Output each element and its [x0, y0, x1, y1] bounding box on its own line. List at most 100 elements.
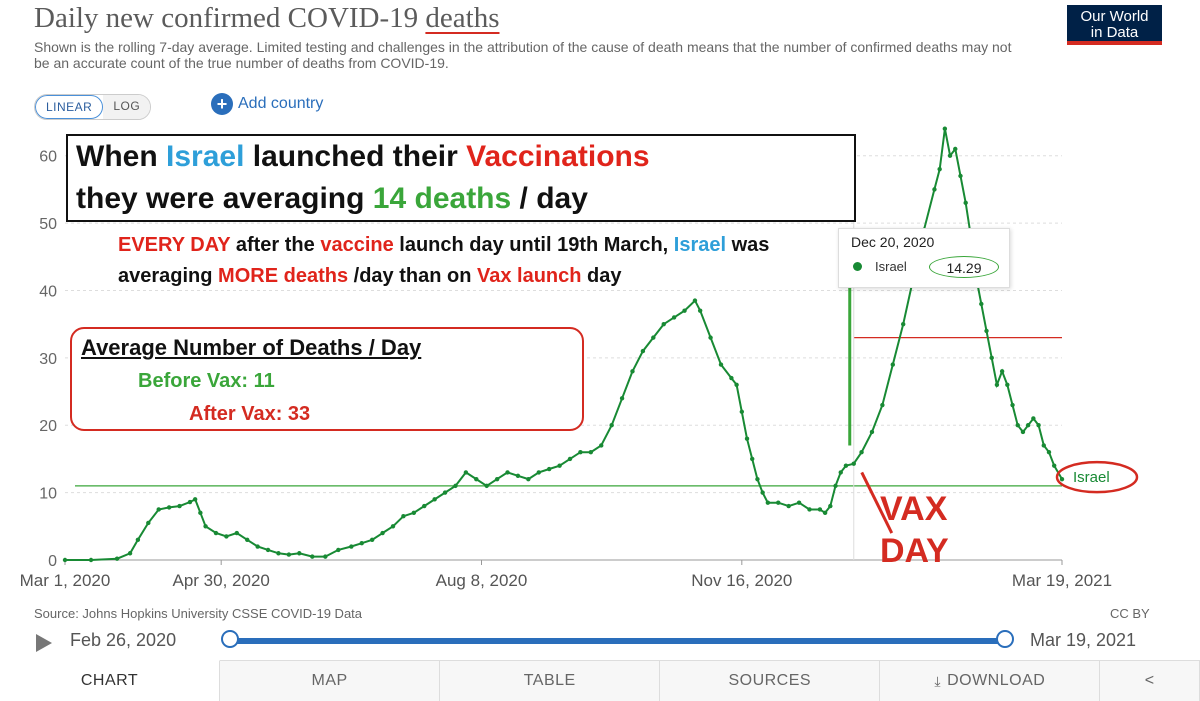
- data-point: [843, 463, 849, 468]
- data-point: [796, 500, 802, 505]
- y-tick-label: 10: [39, 486, 57, 503]
- data-point: [692, 298, 698, 303]
- data-point: [177, 503, 182, 509]
- data-point: [718, 362, 724, 367]
- data-point: [942, 126, 948, 131]
- data-point: [963, 200, 968, 206]
- data-point: [1041, 443, 1046, 448]
- tooltip-date: Dec 20, 2020: [851, 234, 935, 250]
- data-point: [135, 537, 141, 542]
- data-point: [765, 500, 771, 505]
- ann-vax-launch: Vax launch: [476, 265, 582, 287]
- data-point: [349, 544, 354, 549]
- tooltip-country: Israel: [875, 259, 907, 274]
- download-icon: ⤓: [934, 672, 942, 689]
- data-point: [474, 476, 479, 482]
- data-point: [453, 483, 458, 489]
- data-point: [755, 476, 760, 482]
- data-point: [994, 382, 1000, 387]
- timeline-end-date: Mar 19, 2021: [1030, 630, 1137, 650]
- linear-scale-button[interactable]: LINEAR: [35, 95, 104, 119]
- x-tick-label: Mar 19, 2021: [1012, 571, 1112, 590]
- vax-day-line-2: DAY: [880, 532, 949, 570]
- play-icon[interactable]: [36, 634, 52, 652]
- data-point: [166, 505, 172, 510]
- timeline-start-handle[interactable]: [221, 630, 239, 648]
- y-tick-label: 0: [48, 553, 57, 570]
- ann-text: launch day until 19th March,: [393, 234, 674, 256]
- data-point: [958, 173, 963, 179]
- tab-label: MAP: [311, 672, 348, 689]
- ann-text: after the: [230, 234, 321, 256]
- data-point: [979, 301, 984, 307]
- data-point: [984, 328, 989, 334]
- series-end-label: Israel: [1073, 469, 1110, 486]
- data-point: [880, 402, 885, 408]
- log-scale-button[interactable]: LOG: [103, 95, 151, 119]
- page-title: Daily new confirmed COVID-19 deaths: [34, 2, 500, 35]
- tab-chart[interactable]: CHART: [0, 660, 221, 701]
- data-point: [213, 530, 219, 536]
- tab-label: DOWNLOAD: [947, 672, 1046, 689]
- data-point: [401, 514, 406, 519]
- data-point: [411, 510, 417, 516]
- timeline-track[interactable]: [230, 638, 1005, 644]
- tab-table[interactable]: TABLE: [440, 661, 661, 701]
- data-point: [599, 443, 604, 448]
- logo-line-1: Our World: [1080, 8, 1149, 25]
- y-tick-label: 30: [39, 351, 57, 368]
- data-point: [265, 547, 271, 553]
- data-point: [546, 466, 552, 472]
- tooltip-series-dot: [853, 262, 862, 271]
- data-point: [88, 557, 94, 563]
- data-point: [1046, 449, 1052, 455]
- data-point: [557, 463, 562, 468]
- data-point: [776, 500, 781, 505]
- data-point: [682, 308, 687, 313]
- data-point: [1005, 382, 1010, 387]
- data-point: [807, 507, 812, 512]
- owid-logo[interactable]: Our World in Data: [1067, 5, 1162, 45]
- data-point: [1036, 423, 1041, 428]
- data-point: [869, 429, 875, 435]
- data-point: [630, 369, 635, 374]
- ann-israel: Israel: [673, 234, 727, 256]
- data-point: [359, 540, 364, 546]
- data-point: [224, 534, 229, 539]
- share-button[interactable]: <: [1100, 661, 1200, 701]
- data-point: [127, 551, 133, 556]
- tab-map[interactable]: MAP: [220, 661, 441, 701]
- annotation-box-launch: When Israel launched their Vaccinations …: [66, 134, 856, 222]
- ann-vaccine: vaccine: [320, 234, 394, 256]
- data-point: [739, 409, 745, 414]
- data-point: [1025, 423, 1031, 428]
- annotation-launch-line-2: they were averaging 14 deaths / day: [76, 178, 854, 220]
- vax-day-line-1: VAX: [880, 490, 948, 528]
- data-point: [859, 449, 864, 455]
- data-point: [708, 335, 713, 340]
- data-point: [822, 510, 828, 516]
- license-link[interactable]: CC BY: [1110, 606, 1150, 621]
- data-point: [62, 557, 68, 563]
- data-point: [1059, 476, 1065, 482]
- data-point: [1020, 429, 1026, 435]
- data-point: [422, 503, 427, 509]
- source-text[interactable]: Source: Johns Hopkins University CSSE CO…: [34, 606, 363, 621]
- add-country-button[interactable]: + Add country: [211, 93, 323, 115]
- data-point: [567, 456, 573, 462]
- y-tick-label: 60: [39, 149, 57, 166]
- average-title: Average Number of Deaths / Day: [81, 335, 422, 360]
- data-point: [828, 503, 833, 509]
- data-point: [671, 315, 677, 320]
- data-point: [619, 396, 625, 401]
- data-point: [817, 507, 823, 512]
- tab-bar: CHART MAP TABLE SOURCES ⤓ DOWNLOAD <: [0, 660, 1200, 701]
- tab-sources[interactable]: SOURCES: [660, 661, 881, 701]
- ann-text: they were averaging: [76, 182, 373, 215]
- timeline-end-handle[interactable]: [996, 630, 1014, 648]
- data-point: [380, 530, 385, 536]
- data-point: [651, 335, 656, 340]
- data-point: [526, 476, 531, 482]
- tab-download[interactable]: ⤓ DOWNLOAD: [880, 661, 1101, 701]
- scale-toggle: LINEAR LOG: [34, 94, 152, 120]
